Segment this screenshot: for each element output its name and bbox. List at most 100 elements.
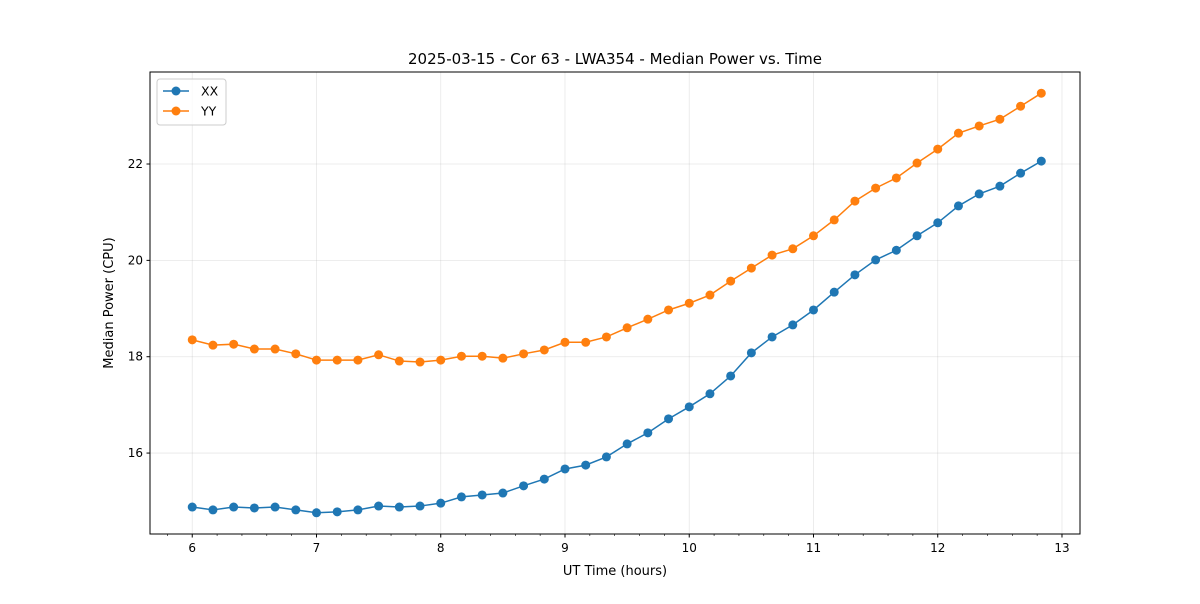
x-tick-label: 12	[930, 541, 945, 555]
data-point-yy	[415, 357, 425, 367]
data-point-xx	[353, 505, 363, 515]
data-point-xx	[808, 305, 818, 315]
data-point-yy	[808, 231, 818, 241]
data-point-yy	[539, 345, 549, 355]
data-point-yy	[726, 276, 736, 286]
data-point-yy	[311, 355, 321, 365]
data-point-xx	[829, 287, 839, 297]
data-point-yy	[622, 323, 632, 333]
data-point-xx	[871, 255, 881, 265]
data-point-yy	[601, 332, 611, 342]
series-xx	[187, 156, 1046, 518]
data-point-xx	[643, 428, 653, 438]
data-point-yy	[829, 215, 839, 225]
data-point-yy	[581, 337, 591, 347]
data-point-yy	[332, 355, 342, 365]
data-point-xx	[705, 389, 715, 399]
data-point-yy	[291, 349, 301, 359]
data-point-yy	[456, 351, 466, 361]
data-point-xx	[974, 189, 984, 199]
data-point-yy	[1036, 88, 1046, 98]
data-point-xx	[436, 498, 446, 508]
data-point-xx	[374, 501, 384, 511]
data-point-xx	[788, 320, 798, 330]
data-point-yy	[1016, 101, 1026, 111]
data-point-yy	[643, 314, 653, 324]
y-tick-label: 20	[128, 253, 143, 267]
data-point-xx	[229, 502, 239, 512]
data-point-yy	[498, 353, 508, 363]
data-point-yy	[436, 355, 446, 365]
chart-title: 2025-03-15 - Cor 63 - LWA354 - Median Po…	[408, 50, 822, 68]
data-point-yy	[208, 340, 218, 350]
data-point-xx	[767, 332, 777, 342]
data-point-yy	[746, 263, 756, 273]
data-point-xx	[291, 505, 301, 515]
data-point-xx	[519, 481, 529, 491]
data-point-yy	[374, 350, 384, 360]
data-point-yy	[477, 351, 487, 361]
data-point-xx	[394, 502, 404, 512]
y-tick-label: 16	[128, 446, 143, 460]
data-point-yy	[850, 196, 860, 206]
data-point-xx	[1016, 168, 1026, 178]
y-axis-label: Median Power (CPU)	[102, 237, 117, 368]
data-point-yy	[767, 250, 777, 260]
data-point-yy	[229, 339, 239, 349]
data-point-yy	[560, 337, 570, 347]
x-tick-label: 13	[1054, 541, 1069, 555]
data-point-yy	[394, 356, 404, 366]
grid	[150, 72, 1080, 534]
data-point-xx	[311, 508, 321, 518]
data-point-xx	[415, 501, 425, 511]
legend-marker-yy	[171, 106, 181, 116]
data-point-xx	[850, 270, 860, 280]
data-point-xx	[560, 464, 570, 474]
data-point-xx	[891, 245, 901, 255]
data-point-xx	[664, 414, 674, 424]
data-point-yy	[270, 344, 280, 354]
x-axis-label: UT Time (hours)	[563, 564, 667, 579]
data-point-xx	[539, 474, 549, 484]
data-point-yy	[953, 128, 963, 138]
data-point-yy	[353, 355, 363, 365]
data-point-xx	[477, 490, 487, 500]
data-point-xx	[601, 452, 611, 462]
data-point-xx	[249, 503, 259, 513]
data-point-yy	[249, 344, 259, 354]
data-point-xx	[187, 502, 197, 512]
x-tick-label: 6	[188, 541, 196, 555]
x-tick-label: 10	[682, 541, 697, 555]
data-point-xx	[456, 492, 466, 502]
y-tick-label: 18	[128, 350, 143, 364]
data-point-yy	[788, 244, 798, 254]
data-point-xx	[746, 348, 756, 358]
legend-marker-xx	[171, 86, 181, 96]
data-point-yy	[912, 158, 922, 168]
data-point-xx	[581, 460, 591, 470]
data-point-xx	[270, 502, 280, 512]
data-point-yy	[933, 144, 943, 154]
data-point-xx	[332, 507, 342, 517]
data-point-yy	[995, 114, 1005, 124]
ticks: 6 7 8 9 10 11 12 13 16 18 20 22	[128, 157, 1070, 555]
data-point-yy	[187, 335, 197, 345]
data-point-xx	[995, 181, 1005, 191]
data-point-yy	[664, 305, 674, 315]
series-yy	[187, 88, 1046, 367]
data-point-xx	[726, 371, 736, 381]
data-point-xx	[953, 201, 963, 211]
legend-label-xx: XX	[201, 84, 219, 99]
data-point-yy	[684, 298, 694, 308]
data-point-xx	[1036, 156, 1046, 166]
data-point-yy	[519, 349, 529, 359]
data-point-xx	[933, 218, 943, 228]
data-point-yy	[871, 183, 881, 193]
x-tick-label: 9	[561, 541, 569, 555]
data-point-xx	[208, 505, 218, 515]
data-point-xx	[912, 231, 922, 241]
data-point-yy	[705, 290, 715, 300]
x-tick-label: 11	[806, 541, 821, 555]
data-point-xx	[684, 402, 694, 412]
